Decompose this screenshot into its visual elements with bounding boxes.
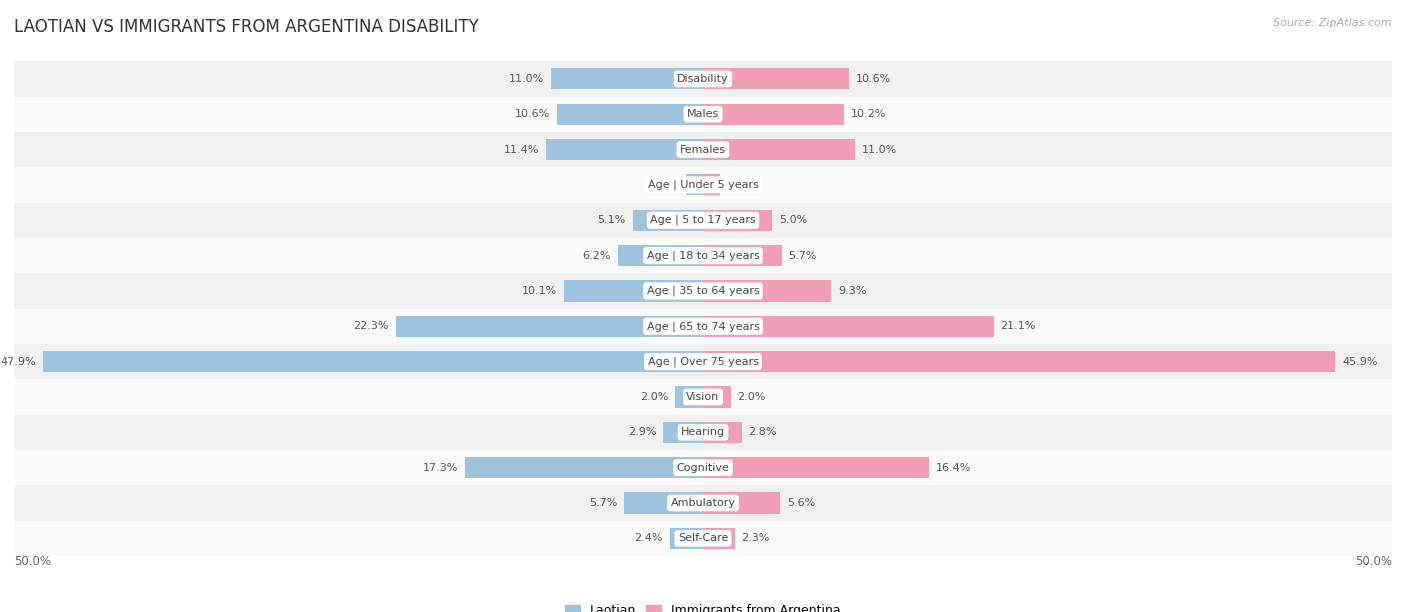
Bar <box>395 316 703 337</box>
Bar <box>14 485 1392 521</box>
Bar <box>664 422 703 443</box>
Text: 5.7%: 5.7% <box>589 498 617 508</box>
Text: LAOTIAN VS IMMIGRANTS FROM ARGENTINA DISABILITY: LAOTIAN VS IMMIGRANTS FROM ARGENTINA DIS… <box>14 18 479 36</box>
Text: 9.3%: 9.3% <box>838 286 866 296</box>
Bar <box>675 386 703 408</box>
Bar <box>557 103 703 125</box>
Bar <box>703 422 741 443</box>
Bar <box>686 174 703 195</box>
Bar <box>703 493 780 513</box>
Text: Females: Females <box>681 144 725 155</box>
Bar <box>703 386 731 408</box>
Text: Hearing: Hearing <box>681 427 725 438</box>
Text: Age | 65 to 74 years: Age | 65 to 74 years <box>647 321 759 332</box>
Text: Disability: Disability <box>678 74 728 84</box>
Bar <box>633 210 703 231</box>
Text: 5.7%: 5.7% <box>789 250 817 261</box>
Text: 1.2%: 1.2% <box>651 180 679 190</box>
Bar <box>14 132 1392 167</box>
Bar <box>14 203 1392 238</box>
Text: 47.9%: 47.9% <box>0 357 37 367</box>
Bar <box>14 308 1392 344</box>
Text: Cognitive: Cognitive <box>676 463 730 472</box>
Bar <box>669 528 703 549</box>
Bar <box>703 210 772 231</box>
Bar <box>703 69 849 89</box>
Text: Age | 35 to 64 years: Age | 35 to 64 years <box>647 286 759 296</box>
Bar <box>464 457 703 478</box>
Text: 10.6%: 10.6% <box>515 109 550 119</box>
Bar <box>14 97 1392 132</box>
Text: 6.2%: 6.2% <box>582 250 610 261</box>
Text: 5.6%: 5.6% <box>787 498 815 508</box>
Bar <box>703 103 844 125</box>
Text: 10.6%: 10.6% <box>856 74 891 84</box>
Bar <box>551 69 703 89</box>
Text: 2.3%: 2.3% <box>741 533 770 543</box>
Text: 45.9%: 45.9% <box>1343 357 1378 367</box>
Bar <box>44 351 703 372</box>
Text: Age | Over 75 years: Age | Over 75 years <box>648 356 758 367</box>
Text: 2.0%: 2.0% <box>738 392 766 402</box>
Bar <box>703 280 831 302</box>
Text: Self-Care: Self-Care <box>678 533 728 543</box>
Text: Vision: Vision <box>686 392 720 402</box>
Text: 50.0%: 50.0% <box>1355 554 1392 568</box>
Bar <box>546 139 703 160</box>
Text: 10.1%: 10.1% <box>522 286 557 296</box>
Legend: Laotian, Immigrants from Argentina: Laotian, Immigrants from Argentina <box>560 599 846 612</box>
Bar <box>14 521 1392 556</box>
Bar <box>14 450 1392 485</box>
Text: 11.4%: 11.4% <box>503 144 538 155</box>
Bar <box>703 245 782 266</box>
Text: 1.2%: 1.2% <box>727 180 755 190</box>
Bar <box>703 139 855 160</box>
Bar <box>703 528 735 549</box>
Text: 22.3%: 22.3% <box>353 321 389 331</box>
Bar <box>14 379 1392 414</box>
Bar <box>14 273 1392 308</box>
Text: Ambulatory: Ambulatory <box>671 498 735 508</box>
Text: Age | Under 5 years: Age | Under 5 years <box>648 180 758 190</box>
Text: Age | 5 to 17 years: Age | 5 to 17 years <box>650 215 756 225</box>
Text: Males: Males <box>688 109 718 119</box>
Text: 2.9%: 2.9% <box>627 427 657 438</box>
Bar <box>564 280 703 302</box>
Text: 11.0%: 11.0% <box>862 144 897 155</box>
Bar <box>14 238 1392 273</box>
Bar <box>703 316 994 337</box>
Bar <box>14 414 1392 450</box>
Text: 2.4%: 2.4% <box>634 533 664 543</box>
Text: 11.0%: 11.0% <box>509 74 544 84</box>
Bar <box>703 174 720 195</box>
Text: 5.0%: 5.0% <box>779 215 807 225</box>
Text: Source: ZipAtlas.com: Source: ZipAtlas.com <box>1274 18 1392 28</box>
Bar <box>624 493 703 513</box>
Text: 17.3%: 17.3% <box>422 463 458 472</box>
Bar <box>14 344 1392 379</box>
Bar <box>703 457 929 478</box>
Text: 2.0%: 2.0% <box>640 392 669 402</box>
Text: 5.1%: 5.1% <box>598 215 626 225</box>
Bar <box>617 245 703 266</box>
Bar <box>14 61 1392 97</box>
Text: 21.1%: 21.1% <box>1001 321 1036 331</box>
Text: 50.0%: 50.0% <box>14 554 51 568</box>
Text: 2.8%: 2.8% <box>748 427 778 438</box>
Text: Age | 18 to 34 years: Age | 18 to 34 years <box>647 250 759 261</box>
Bar <box>14 167 1392 203</box>
Bar <box>703 351 1336 372</box>
Text: 10.2%: 10.2% <box>851 109 886 119</box>
Text: 16.4%: 16.4% <box>936 463 972 472</box>
